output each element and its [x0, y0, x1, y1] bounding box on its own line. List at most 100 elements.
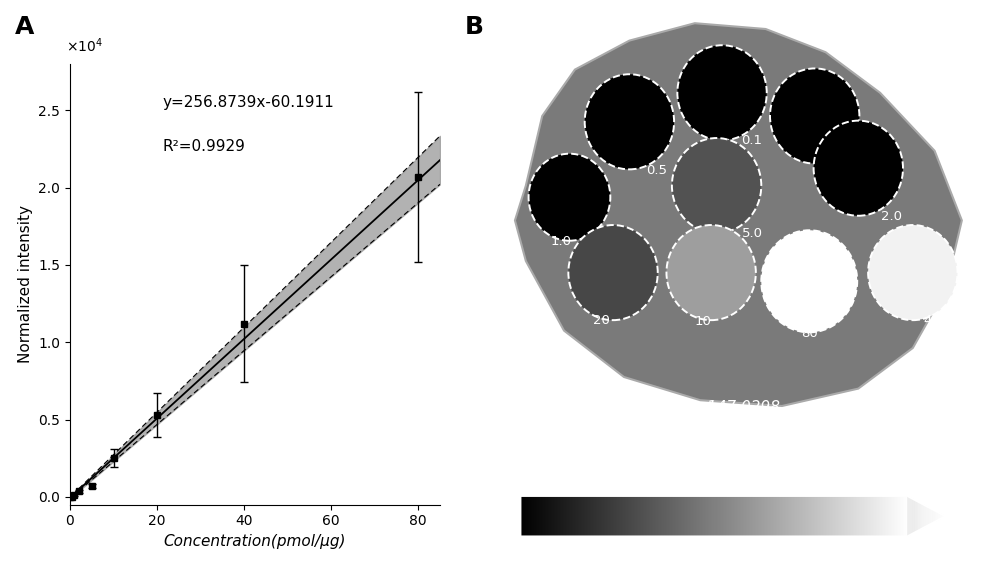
Bar [552, 496, 554, 536]
Text: 40: 40 [924, 314, 940, 327]
Bar [731, 496, 732, 536]
Bar [593, 496, 594, 536]
Bar [597, 496, 599, 536]
Bar [714, 496, 715, 536]
Bar [662, 496, 664, 536]
Bar [700, 496, 702, 536]
Circle shape [770, 68, 859, 164]
Bar [821, 496, 823, 536]
Bar [906, 496, 907, 536]
Bar [635, 496, 637, 536]
Bar [584, 496, 585, 536]
Bar [815, 496, 817, 536]
Text: 5.0: 5.0 [742, 227, 763, 240]
Bar [705, 496, 706, 536]
Bar [699, 496, 700, 536]
Bar [857, 496, 859, 536]
Bar [791, 496, 792, 536]
Bar [605, 496, 607, 536]
Bar [841, 496, 842, 536]
Bar [868, 496, 870, 536]
Bar [531, 496, 532, 536]
Bar [723, 496, 724, 536]
Bar [799, 496, 800, 536]
Circle shape [529, 154, 610, 241]
Bar [805, 496, 806, 536]
Bar [573, 496, 575, 536]
Bar [540, 496, 542, 536]
Bar [773, 496, 774, 536]
Bar [785, 496, 786, 536]
Bar [711, 496, 712, 536]
Bar [637, 496, 638, 536]
Y-axis label: Normalized intensity: Normalized intensity [18, 205, 33, 363]
Bar [652, 496, 653, 536]
Text: 2.0: 2.0 [881, 210, 902, 223]
Circle shape [666, 225, 756, 320]
Bar [522, 496, 523, 536]
Bar [847, 496, 848, 536]
Bar [647, 496, 649, 536]
Text: R²=0.9929: R²=0.9929 [162, 139, 245, 154]
Bar [762, 496, 764, 536]
Bar [557, 496, 558, 536]
Bar [575, 496, 576, 536]
Bar [628, 496, 629, 536]
Circle shape [568, 225, 658, 320]
Bar [569, 496, 570, 536]
Bar [691, 496, 693, 536]
Bar [720, 496, 721, 536]
Bar [894, 496, 895, 536]
Bar [620, 496, 622, 536]
Bar [844, 496, 845, 536]
Bar [870, 496, 871, 536]
Circle shape [868, 225, 957, 320]
Bar [684, 496, 685, 536]
Bar [649, 496, 650, 536]
Bar [706, 496, 708, 536]
Bar [687, 496, 688, 536]
Bar [545, 496, 546, 536]
Bar [851, 496, 853, 536]
Bar [520, 496, 522, 536]
Bar [640, 496, 641, 536]
Bar [873, 496, 874, 536]
Bar [566, 496, 567, 536]
Bar [747, 496, 749, 536]
Circle shape [672, 138, 761, 233]
Bar [717, 496, 718, 536]
Bar [732, 496, 734, 536]
Text: m/z 147.0287± 0.0024 Da: m/z 147.0287± 0.0024 Da [635, 430, 820, 444]
Bar [696, 496, 697, 536]
Bar [889, 496, 891, 536]
Bar [658, 496, 659, 536]
Bar [526, 496, 528, 536]
Bar [610, 496, 611, 536]
Bar [638, 496, 640, 536]
Bar [617, 496, 619, 536]
Bar [803, 496, 805, 536]
Bar [765, 496, 767, 536]
Bar [590, 496, 591, 536]
Bar [613, 496, 614, 536]
Bar [548, 496, 549, 536]
Bar [749, 496, 750, 536]
Bar [854, 496, 856, 536]
Bar [626, 496, 628, 536]
Bar [688, 496, 690, 536]
Bar [631, 496, 632, 536]
Bar [871, 496, 873, 536]
Bar [892, 496, 894, 536]
Bar [616, 496, 617, 536]
Bar [838, 496, 839, 536]
Bar [712, 496, 714, 536]
Bar [734, 496, 735, 536]
Text: 0%: 0% [509, 551, 531, 565]
Bar [753, 496, 755, 536]
Bar [814, 496, 815, 536]
Bar [862, 496, 864, 536]
X-axis label: Concentration(pmol/μg): Concentration(pmol/μg) [164, 534, 346, 549]
Bar [529, 496, 531, 536]
Text: 0.1: 0.1 [742, 134, 763, 147]
Text: 100%: 100% [898, 551, 938, 565]
